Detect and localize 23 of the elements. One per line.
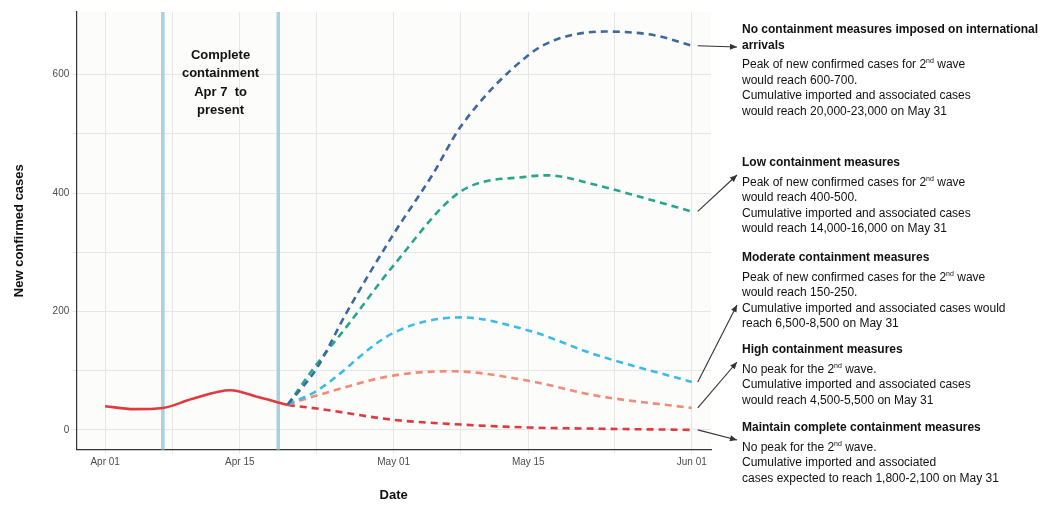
text: No containment measures imposed on international arrivals bbox=[742, 22, 1040, 53]
y-axis-title: New confirmed cases bbox=[11, 164, 27, 298]
text: Peak of new confirmed cases for the 2$^{nd}$ wave would reach 150-250. Cumulative imported and associated cases would reach 6,500-8,500 on May 31 bbox=[742, 269, 1006, 330]
x-tick-label: Apr 15 bbox=[225, 456, 255, 468]
x-tick-label: May 01 bbox=[377, 456, 411, 468]
x-tick-label: Apr 01 bbox=[90, 456, 121, 468]
y-tick-label: 600 bbox=[52, 68, 70, 80]
x-tick-label: Jun 01 bbox=[676, 456, 708, 468]
y-tick-label: 400 bbox=[52, 186, 70, 198]
y-tick-label: 200 bbox=[52, 305, 70, 317]
annotation: Complete containment Apr 7 to present bbox=[181, 46, 260, 118]
text: High containment measures bbox=[742, 342, 904, 358]
text: Peak of new confirmed cases for 2$^{nd}$ wave would reach 400-500. Cumulative imported and associated cases would reach 14,000-16,000 on May 31 bbox=[742, 174, 971, 235]
text: Moderate containment measures bbox=[742, 250, 931, 266]
line-series bbox=[286, 316, 694, 406]
text: No peak for the 2$^{nd}$ wave. Cumulative imported and associated cases expected to reach 1,800-2,100 on May 31 bbox=[742, 438, 1000, 486]
text: No peak for the 2$^{nd}$ wave. Cumulative imported and associated cases would reach 4,500-5,500 on May 31 bbox=[742, 360, 972, 408]
text: Low containment measures bbox=[742, 155, 902, 171]
y-tick-label: 0 bbox=[63, 423, 70, 435]
x-axis-title: Date bbox=[379, 486, 408, 502]
text: Maintain complete containment measures bbox=[742, 420, 982, 436]
x-tick-label: May 15 bbox=[511, 456, 546, 468]
text: Peak of new confirmed cases for 2$^{nd}$ wave would reach 600-700. Cumulative imported and associated cases would reach 20,000-23,000 on May 31 bbox=[742, 57, 971, 118]
